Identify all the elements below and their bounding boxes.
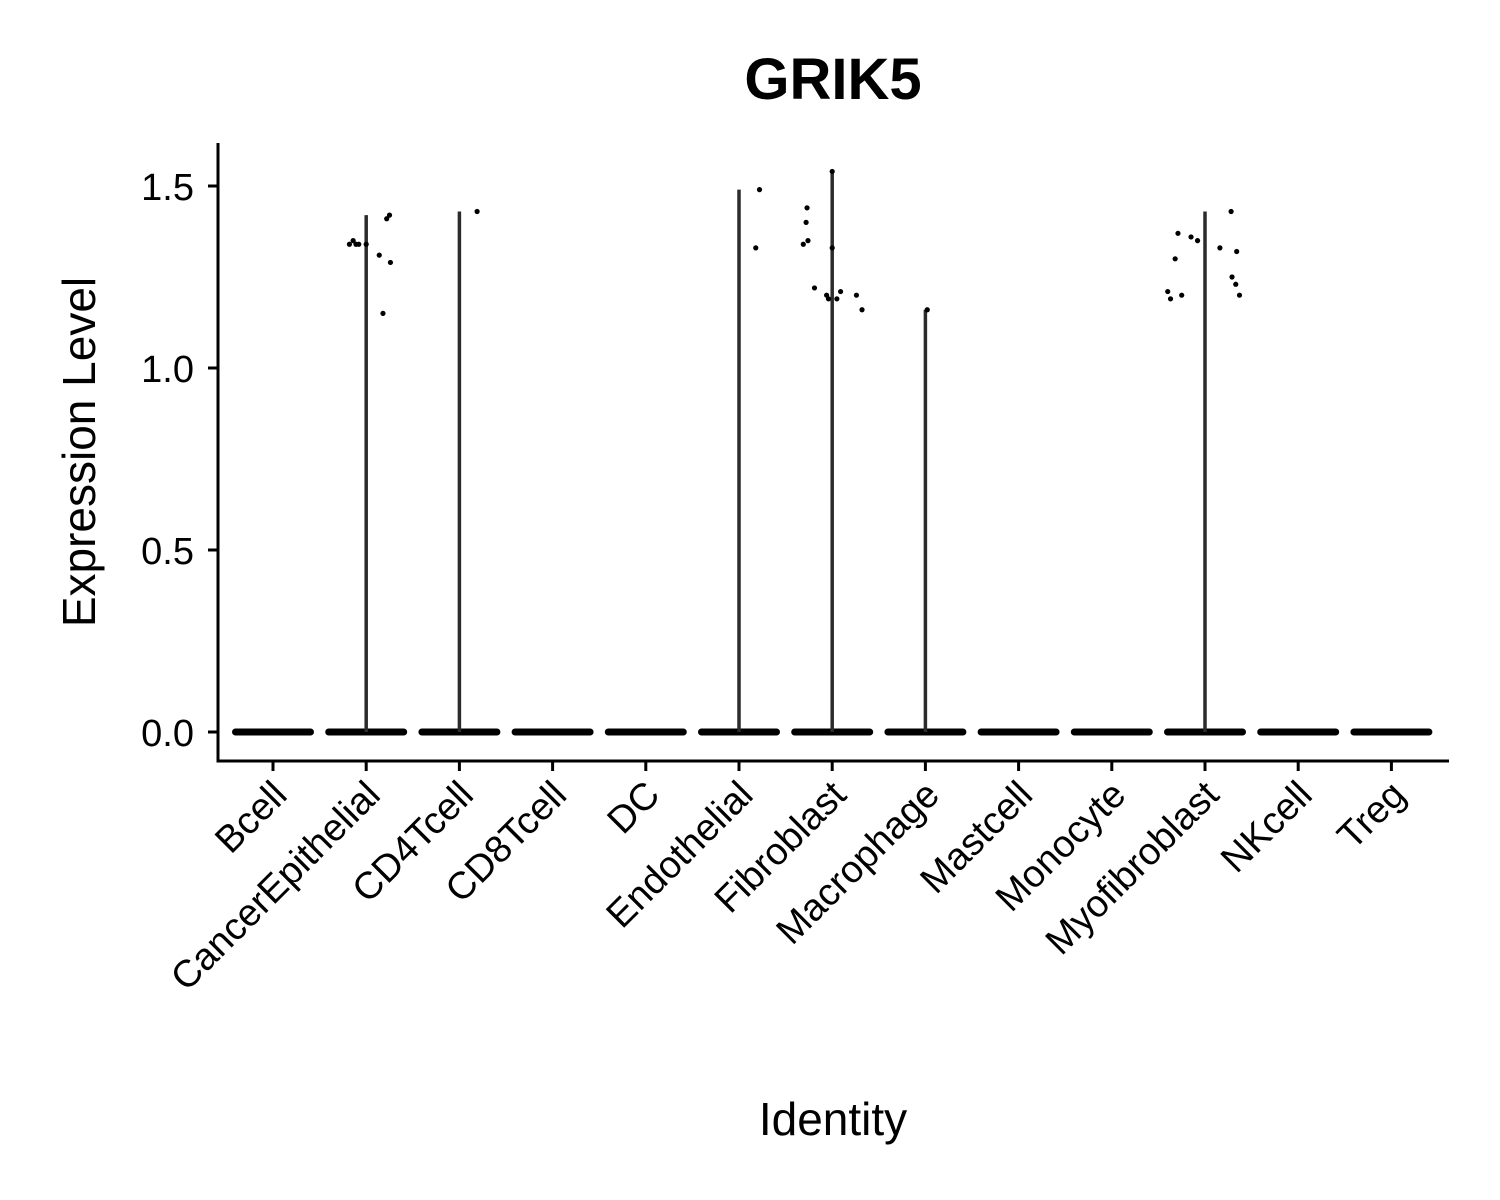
data-point	[350, 238, 356, 244]
violin-base-dc	[604, 728, 687, 736]
y-tick-label: 1.5	[141, 167, 194, 209]
data-point	[825, 296, 832, 302]
chart-title: GRIK5	[744, 47, 921, 112]
violin-series	[232, 171, 1433, 736]
data-point	[1234, 248, 1240, 255]
data-point	[1179, 292, 1185, 298]
data-point	[834, 296, 840, 302]
data-point	[1167, 296, 1174, 302]
data-point	[811, 285, 818, 291]
violin-base-nkcell	[1257, 728, 1340, 736]
data-point	[1233, 281, 1239, 287]
x-tick-label-bcell: Bcell	[207, 774, 295, 862]
violin-base-monocyte	[1070, 728, 1153, 736]
data-point	[356, 241, 362, 247]
y-tick-label: 1.0	[141, 349, 194, 391]
data-point	[363, 241, 369, 247]
data-point	[924, 307, 930, 313]
violin-base-mastcell	[977, 728, 1060, 736]
data-point	[803, 219, 809, 225]
data-point	[1175, 230, 1181, 236]
data-point	[1188, 234, 1194, 240]
x-tick-label-treg: Treg	[1330, 774, 1414, 858]
x-tick-label-dc: DC	[600, 774, 669, 843]
data-point	[1217, 245, 1223, 251]
data-point	[376, 252, 382, 258]
data-point	[474, 208, 480, 215]
data-point	[1236, 292, 1243, 298]
violin-base-cd8tcell	[511, 728, 594, 736]
data-point	[1165, 288, 1171, 295]
data-point	[805, 238, 811, 244]
data-point	[346, 241, 353, 247]
y-tick-label: 0.5	[141, 531, 194, 573]
violin-base-treg	[1350, 728, 1433, 736]
data-point	[1229, 274, 1235, 280]
data-point	[756, 187, 763, 193]
data-point	[853, 292, 860, 298]
data-point	[800, 241, 806, 247]
data-point	[859, 307, 865, 313]
jitter-points	[346, 168, 1243, 316]
data-point	[387, 259, 394, 266]
data-point	[1228, 208, 1234, 215]
y-axis-ticks: 0.0 0.5 1.0 1.5	[141, 167, 218, 755]
violin-base-bcell	[232, 728, 314, 736]
data-point	[753, 245, 759, 251]
x-tick-label-nkcell: NKcell	[1213, 774, 1320, 881]
data-point	[829, 168, 835, 175]
data-point	[804, 205, 810, 211]
data-point	[1194, 238, 1201, 244]
data-point	[386, 212, 393, 218]
y-tick-label: 0.0	[141, 713, 194, 755]
data-point	[837, 288, 844, 295]
data-point	[829, 245, 835, 251]
data-point	[380, 310, 386, 316]
data-point	[384, 216, 390, 222]
x-axis-label: Identity	[759, 1093, 907, 1145]
data-point	[1172, 256, 1178, 262]
y-axis-label: Expression Level	[53, 277, 105, 627]
